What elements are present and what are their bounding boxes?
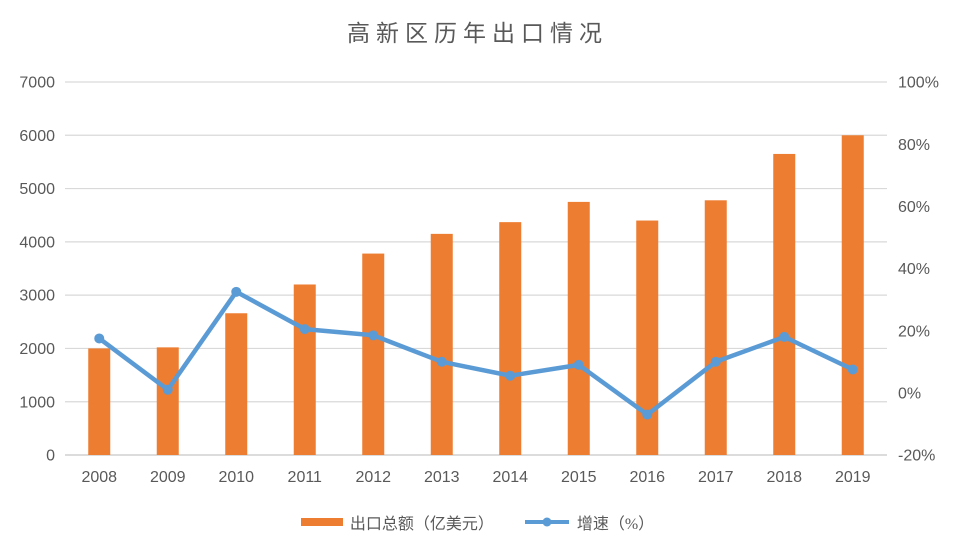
point-2018 — [779, 331, 790, 342]
legend-bar-swatch — [300, 518, 343, 526]
bar-2010 — [225, 313, 248, 455]
x-axis-category-label: 2013 — [424, 469, 460, 486]
right-axis-tick-label: 40% — [898, 261, 930, 278]
point-2015 — [573, 359, 584, 370]
right-axis-tick-label: 20% — [898, 323, 930, 340]
right-axis-tick-label: 60% — [898, 199, 930, 216]
x-axis-category-label: 2012 — [355, 469, 391, 486]
point-2016 — [642, 409, 653, 420]
legend-line-swatch — [524, 517, 569, 527]
left-axis-tick-label: 4000 — [19, 234, 55, 251]
right-axis-tick-label: 100% — [898, 75, 939, 92]
left-axis-tick-label: 5000 — [19, 181, 55, 198]
point-2014 — [505, 370, 516, 381]
legend-item-growth: 增速（%） — [524, 510, 654, 534]
legend-line-label: 增速（%） — [576, 516, 655, 533]
bar-2014 — [499, 222, 522, 455]
x-axis-category-label: 2015 — [561, 469, 597, 486]
point-2012 — [368, 330, 379, 341]
right-axis-tick-label: 0% — [898, 385, 921, 402]
left-axis-tick-label: 0 — [46, 448, 55, 465]
chart-title: 高新区历年出口情况 — [347, 21, 608, 46]
x-axis-category-label: 2008 — [81, 469, 117, 486]
x-axis-category-label: 2019 — [835, 469, 871, 486]
left-axis-tick-label: 7000 — [19, 75, 55, 92]
legend-bar-label: 出口总额（亿美元） — [349, 516, 494, 533]
chart-legend: 出口总额（亿美元） 增速（%） — [0, 506, 955, 538]
growth-line — [97, 289, 856, 417]
bar-2011 — [293, 284, 316, 455]
left-axis-tick-label: 3000 — [19, 288, 55, 305]
bar-2016 — [636, 220, 659, 455]
point-2010 — [231, 286, 242, 297]
bar-2017 — [704, 200, 727, 455]
point-2009 — [162, 384, 173, 395]
left-axis-tick-label: 1000 — [19, 394, 55, 411]
left-axis-tick-label: 6000 — [19, 128, 55, 145]
right-axis-tick-label: 80% — [898, 137, 930, 154]
bar-2013 — [430, 233, 453, 455]
bar-2009 — [156, 347, 179, 455]
left-axis-tick-label: 2000 — [19, 341, 55, 358]
x-axis-category-label: 2009 — [150, 469, 186, 486]
x-axis-category-label: 2014 — [492, 469, 528, 486]
x-axis-category-label: 2016 — [629, 469, 665, 486]
x-axis-category-label: 2017 — [698, 469, 734, 486]
point-2019 — [847, 364, 858, 375]
right-axis-tick-label: -20% — [898, 448, 935, 465]
point-2017 — [710, 356, 721, 367]
point-2011 — [299, 324, 310, 335]
point-2008 — [94, 333, 105, 344]
point-2013 — [436, 356, 447, 367]
bar-2015 — [567, 201, 590, 455]
x-axis-category-label: 2018 — [766, 469, 802, 486]
bar-2018 — [773, 153, 796, 455]
bar-2012 — [362, 253, 385, 455]
bar-2008 — [88, 348, 111, 455]
bar-2019 — [841, 135, 864, 456]
x-axis-category-label: 2010 — [218, 469, 254, 486]
legend-item-exports: 出口总额（亿美元） — [300, 510, 494, 534]
x-axis-category-label: 2011 — [288, 469, 323, 486]
legend-line-marker — [542, 517, 552, 527]
